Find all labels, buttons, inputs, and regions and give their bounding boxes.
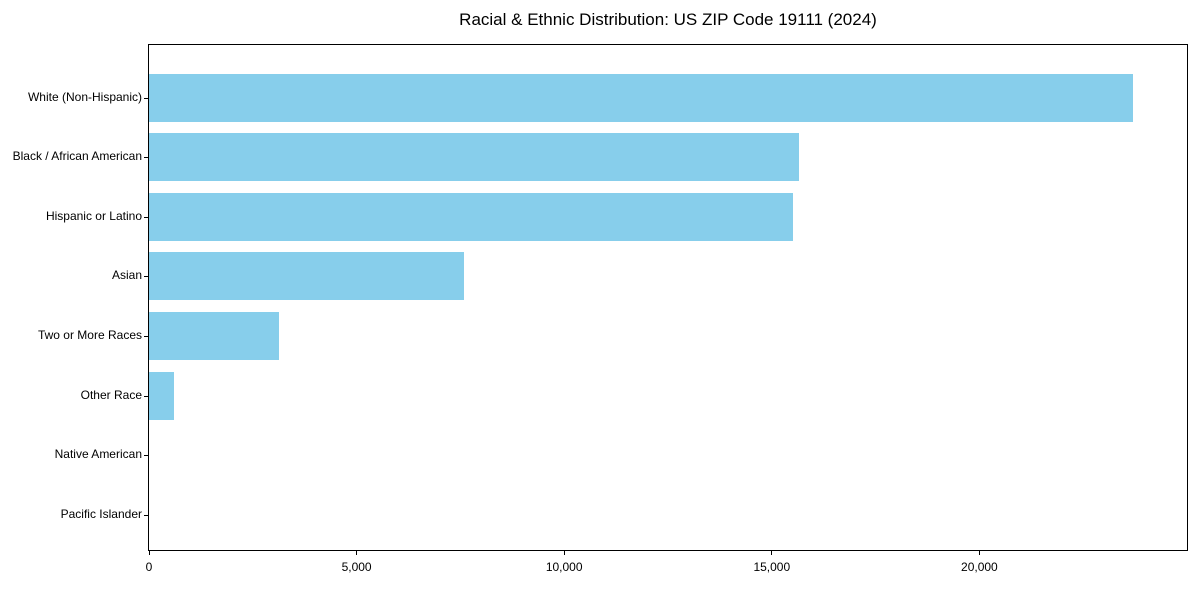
bar-black-african-american bbox=[149, 133, 799, 182]
x-tick bbox=[563, 551, 565, 555]
y-axis-label: White (Non-Hispanic) bbox=[27, 89, 142, 104]
chart-title: Racial & Ethnic Distribution: US ZIP Cod… bbox=[459, 10, 877, 29]
x-tick bbox=[148, 551, 150, 555]
bar-other-race bbox=[149, 371, 175, 420]
x-tick-label: 0 bbox=[145, 560, 153, 574]
x-tick bbox=[771, 551, 773, 555]
x-tick-label: 15,000 bbox=[753, 560, 791, 574]
y-axis-label: Pacific Islander bbox=[60, 506, 142, 521]
y-tick bbox=[144, 336, 148, 338]
y-tick bbox=[144, 395, 148, 397]
x-tick-label: 5,000 bbox=[341, 560, 372, 574]
y-tick bbox=[144, 216, 148, 218]
y-axis-label: Asian bbox=[111, 268, 142, 283]
plot-area bbox=[148, 44, 1188, 551]
y-axis-label: Native American bbox=[54, 447, 142, 462]
y-tick bbox=[144, 276, 148, 278]
x-tick bbox=[356, 551, 358, 555]
y-axis-label: Two or More Races bbox=[37, 328, 142, 343]
x-tick bbox=[978, 551, 980, 555]
y-tick bbox=[144, 455, 148, 457]
bar-asian bbox=[149, 252, 464, 301]
y-tick bbox=[144, 157, 148, 159]
bar-two-or-more-races bbox=[149, 312, 279, 361]
x-tick-label: 10,000 bbox=[545, 560, 583, 574]
y-tick bbox=[144, 97, 148, 99]
bar-hispanic-or-latino bbox=[149, 192, 794, 241]
bar-white-non-hispanic bbox=[149, 73, 1134, 122]
x-tick-label: 20,000 bbox=[961, 560, 998, 574]
y-axis-label: Black / African American bbox=[12, 149, 142, 164]
y-axis-label: Hispanic or Latino bbox=[45, 208, 142, 223]
y-tick bbox=[144, 514, 148, 516]
y-axis-label: Other Race bbox=[80, 387, 142, 402]
